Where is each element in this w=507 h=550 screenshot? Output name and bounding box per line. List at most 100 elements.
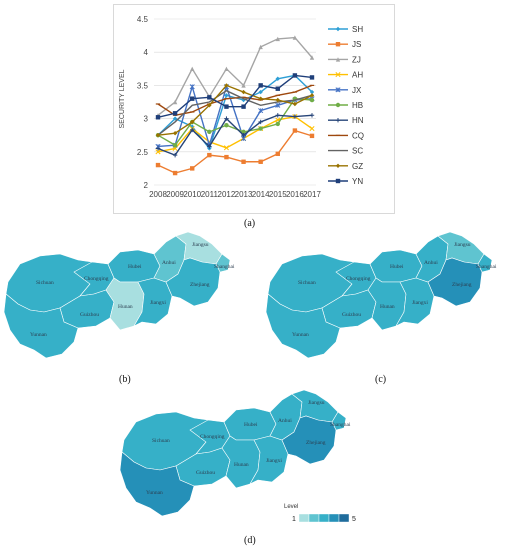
data-point-zj (241, 83, 246, 88)
region-zhejiang (165, 257, 221, 307)
data-point-yn (224, 104, 229, 109)
map-c-label-shanghai: Shanghai (476, 264, 497, 270)
data-point-zj (190, 66, 195, 71)
legend-marker-ah (335, 72, 341, 78)
series-js (155, 128, 315, 176)
series-gz (155, 83, 315, 138)
x-tick-label: 2014 (252, 190, 270, 199)
data-point-yn (258, 83, 263, 88)
data-point-hb (207, 129, 212, 135)
level-swatch-5 (338, 513, 350, 523)
data-point-hn (292, 114, 298, 119)
series-hb (155, 96, 315, 148)
map-d-label-hubei: Hubei (244, 422, 258, 428)
map-b-label-zhejiang: Zhejiang (190, 282, 210, 288)
level-swatch-3 (318, 513, 330, 523)
data-point-js (292, 128, 298, 133)
y-tick-labels: 2 2.5 3 3.5 4 4.5 (137, 15, 149, 190)
x-tick-label: 2013 (235, 190, 253, 199)
level-legend: Level 1 5 (284, 504, 356, 523)
map-b-label-jiangsu: Jiangsu (192, 242, 209, 248)
data-point-yn (172, 111, 178, 116)
map-c: Sichuan Chongqing Guizhou Yunnan Hubei H… (265, 232, 497, 359)
legend-marker-gz (335, 163, 341, 168)
data-point-yn (241, 104, 246, 109)
x-tick-label: 2008 (149, 190, 167, 199)
series-line-hn (157, 114, 313, 156)
y-tick-label: 4 (144, 48, 149, 57)
map-c-label-jiangxi: Jiangxi (412, 300, 428, 306)
map-b-label-sichuan: Sichuan (36, 280, 54, 286)
x-tick-label: 2015 (269, 190, 287, 199)
legend-marker-yn (335, 178, 341, 184)
map-d-label-jiangxi: Jiangxi (266, 458, 282, 464)
data-point-yn (275, 86, 280, 91)
data-point-hn (309, 113, 315, 118)
map-b-label-jiangxi: Jiangxi (150, 300, 166, 306)
legend-label-jx: JX (352, 86, 362, 95)
series-line-js (157, 129, 313, 174)
data-point-yn (309, 75, 315, 80)
data-point-js (275, 151, 280, 156)
x-tick-label: 2011 (201, 190, 219, 199)
y-tick-label: 2 (144, 181, 149, 190)
data-point-sh (309, 89, 315, 95)
level-legend-min: 1 (292, 516, 296, 523)
region-yunnan (265, 293, 341, 359)
legend-marker-zj (335, 57, 341, 62)
map-b-label-yunnan: Yunnan (30, 332, 47, 338)
data-point-ah (223, 145, 229, 151)
x-tick-label: 2009 (166, 190, 184, 199)
map-d-label-hunan: Hunan (234, 462, 249, 468)
data-point-hb (258, 126, 263, 131)
data-point-hn (224, 116, 229, 121)
caption-b: (b) (119, 374, 131, 385)
x-tick-label: 2016 (286, 190, 304, 199)
map-d-label-yunnan: Yunnan (146, 490, 163, 496)
data-point-sh (224, 93, 229, 98)
map-d: Sichuan Chongqing Guizhou Yunnan Hubei H… (119, 390, 356, 523)
y-tick-label: 4.5 (137, 15, 149, 24)
data-point-hb (224, 123, 229, 128)
region-zhejiang (427, 257, 483, 307)
data-point-js (172, 170, 178, 176)
data-point-gz (155, 133, 161, 138)
legend-label-ah: AH (352, 71, 363, 80)
data-point-sh (275, 76, 280, 81)
data-point-jx (275, 102, 281, 108)
map-d-label-chongqing: Chongqing (200, 434, 225, 440)
data-point-gz (224, 83, 229, 88)
data-point-hb (241, 129, 246, 135)
legend-label-gz: GZ (352, 162, 363, 171)
data-point-gz (172, 131, 178, 136)
legend-marker-hn (335, 118, 341, 123)
data-point-gz (275, 97, 280, 103)
data-point-js (190, 166, 195, 171)
level-swatch-1 (298, 513, 310, 523)
series-yn (155, 73, 315, 120)
map-c-label-guizhou: Guizhou (342, 312, 361, 318)
data-point-sh (258, 89, 263, 95)
data-point-hn (190, 127, 195, 133)
line-chart-svg: 22.533.544.5 2008 2009 2010 2011 2012 2013 201… (119, 15, 364, 199)
map-b: Sichuan Chongqing Guizhou Yunnan Hubei H… (3, 232, 235, 359)
legend: SH JS ZJ AH JX HB HN CQ SC GZ YN (328, 25, 364, 186)
caption-c: (c) (375, 374, 387, 385)
data-point-zj (292, 35, 298, 40)
data-point-gz (309, 93, 315, 98)
data-point-yn (155, 115, 161, 120)
data-point-gz (241, 89, 246, 95)
level-swatch-2 (308, 513, 320, 523)
y-tick-label: 3 (144, 115, 149, 124)
data-point-yn (292, 73, 298, 78)
data-point-hn (155, 146, 161, 151)
data-point-gz (207, 103, 212, 108)
map-d-label-zhejiang: Zhejiang (306, 440, 326, 446)
map-c-label-hubei: Hubei (390, 264, 404, 270)
map-b-label-anhui: Anhui (162, 260, 176, 266)
data-point-js (309, 133, 315, 139)
series-line-yn (157, 74, 313, 118)
level-legend-max: 5 (352, 516, 356, 523)
data-point-hn (258, 119, 263, 125)
data-point-ah (155, 149, 161, 155)
